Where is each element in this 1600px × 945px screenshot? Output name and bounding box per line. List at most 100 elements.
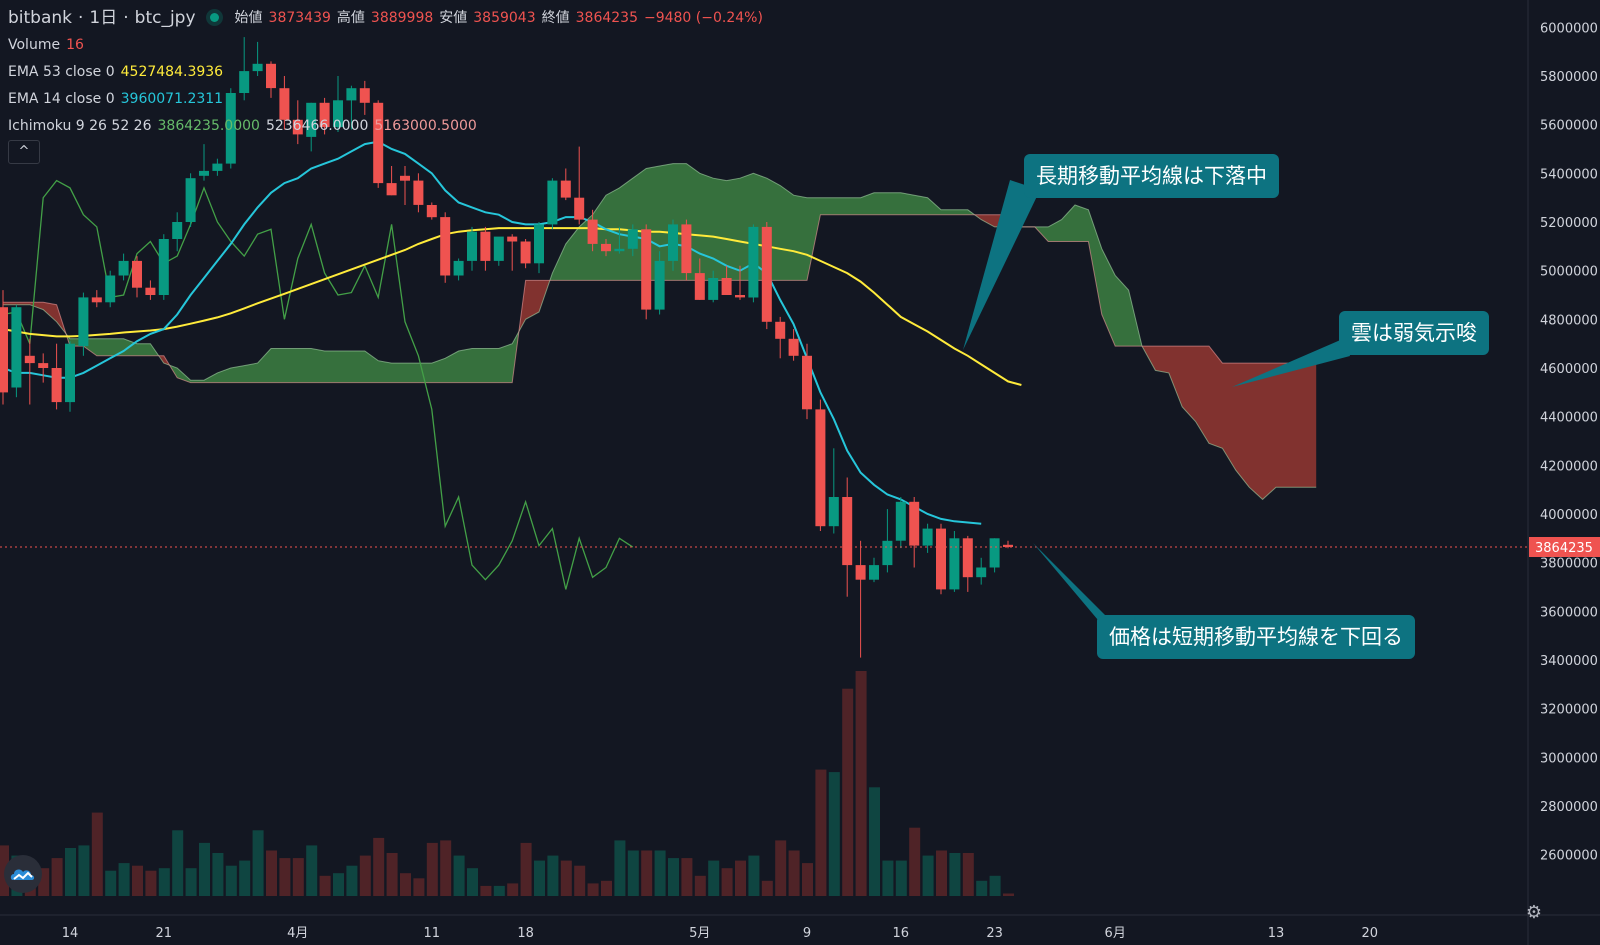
price-tick-label: 2800000 (1540, 800, 1598, 815)
candle-body (520, 241, 531, 264)
candle-body (292, 119, 303, 135)
close-label: 終値 (541, 9, 570, 26)
callout-ema53-falling[interactable]: 長期移動平均線は下落中 (1024, 154, 1279, 198)
ema53-indicator-row[interactable]: EMA 53 close 0 4527484.3936 (8, 58, 763, 85)
volume-bar (587, 883, 599, 896)
candle (212, 158, 223, 176)
candle-body (936, 528, 946, 590)
candle-body (65, 343, 75, 403)
volume-bar (547, 855, 559, 896)
market-status-icon (209, 13, 219, 22)
candle-body (909, 501, 920, 546)
candle (842, 477, 853, 597)
candle-body (828, 497, 839, 527)
ichimoku-indicator-row[interactable]: Ichimoku 9 26 52 26 3864235.0000 5236466… (8, 112, 763, 139)
time-tick-label: 18 (517, 926, 534, 941)
volume-bar (239, 860, 251, 896)
candle-body (306, 102, 317, 137)
volume-bar (212, 853, 224, 896)
close-value: 3864235 (575, 9, 638, 26)
candle (346, 85, 357, 130)
exchange-name[interactable]: bitbank (8, 7, 73, 28)
price-tick-label: 6000000 (1540, 21, 1598, 36)
price-tick-label: 4000000 (1540, 508, 1598, 523)
candle-body (654, 260, 665, 310)
candle-body (882, 540, 893, 566)
volume-bar (828, 772, 840, 896)
volume-bar (869, 787, 880, 896)
volume-bar (132, 865, 143, 896)
candle (560, 168, 571, 201)
volume-bar (440, 840, 452, 896)
price-tick-label: 3800000 (1540, 557, 1598, 572)
volume-bar (507, 883, 519, 896)
candle-body (547, 180, 558, 225)
candle-body (373, 102, 384, 184)
gear-icon[interactable]: ⚙ (1525, 902, 1543, 923)
callout-cloud-bearish[interactable]: 雲は弱気示唆 (1339, 311, 1489, 355)
candle (802, 343, 812, 420)
pointer-price (1033, 543, 1120, 630)
candle-body (493, 236, 504, 261)
candle (1003, 540, 1013, 549)
high-label: 高値 (336, 9, 365, 26)
volume-bar (400, 873, 411, 896)
cloud-bullish (549, 163, 975, 281)
candle (172, 212, 183, 252)
ichimoku-label: Ichimoku 9 26 52 26 (8, 117, 152, 134)
last-price-text: 3864235 (1535, 541, 1593, 556)
candle (761, 222, 772, 330)
ema-14-line (2, 140, 982, 525)
volume-indicator-row[interactable]: Volume 16 (8, 31, 763, 58)
candle-body (0, 307, 8, 393)
candle (467, 226, 477, 271)
volume-bar (51, 858, 63, 896)
last-price-box (1529, 537, 1600, 557)
ichimoku-value-3: 5163000.5000 (374, 117, 477, 134)
volume-bar (614, 840, 626, 896)
volume-bar (855, 671, 867, 896)
interval[interactable]: 1日 (89, 7, 118, 28)
high-value: 3889998 (370, 9, 434, 26)
cloud-bearish (1142, 346, 1317, 500)
time-axis[interactable]: 14 21 4月 11 18 5月 9 16 23 6月 13 20 (62, 926, 1378, 941)
price-axis[interactable]: 6000000 5800000 5600000 5400000 5200000 50000… (1540, 21, 1598, 863)
volume-bar (292, 858, 304, 896)
volume-bar (976, 880, 988, 896)
candle-body (333, 100, 343, 128)
candle-body (627, 229, 638, 249)
volume-bar (895, 860, 907, 896)
candle-body (346, 88, 357, 101)
tradingview-logo-icon[interactable] (4, 855, 42, 893)
time-tick-label: 14 (62, 926, 79, 941)
ema14-indicator-row[interactable]: EMA 14 close 0 3960071.2311 (8, 85, 763, 112)
candle (105, 270, 116, 308)
collapse-legend-button[interactable]: ^ (8, 140, 40, 164)
candle-body (962, 538, 973, 578)
candle-body (91, 297, 102, 303)
volume-bar (493, 885, 505, 896)
callout-price-below-ema14[interactable]: 価格は短期移動平均線を下回る (1097, 615, 1415, 659)
volume-bar (708, 860, 720, 896)
volume-bar (333, 873, 344, 896)
candle-body (560, 180, 571, 198)
callout-pointers (963, 180, 1350, 630)
price-tick-label: 4800000 (1540, 313, 1598, 328)
candle-body (359, 88, 370, 103)
candle-body (1003, 544, 1013, 547)
candle (400, 166, 410, 205)
volume-bar (359, 855, 371, 896)
candle (909, 497, 920, 568)
volume-bar (668, 858, 679, 896)
ema14-line (2, 140, 982, 525)
ichimoku-cloud (3, 163, 1317, 501)
volume-bar (225, 865, 237, 896)
candle (654, 251, 665, 315)
pair-name[interactable]: btc_jpy (134, 7, 196, 28)
candle-body (467, 231, 477, 261)
candle (24, 338, 35, 405)
candle (65, 341, 75, 412)
price-tick-label: 5600000 (1540, 119, 1598, 134)
